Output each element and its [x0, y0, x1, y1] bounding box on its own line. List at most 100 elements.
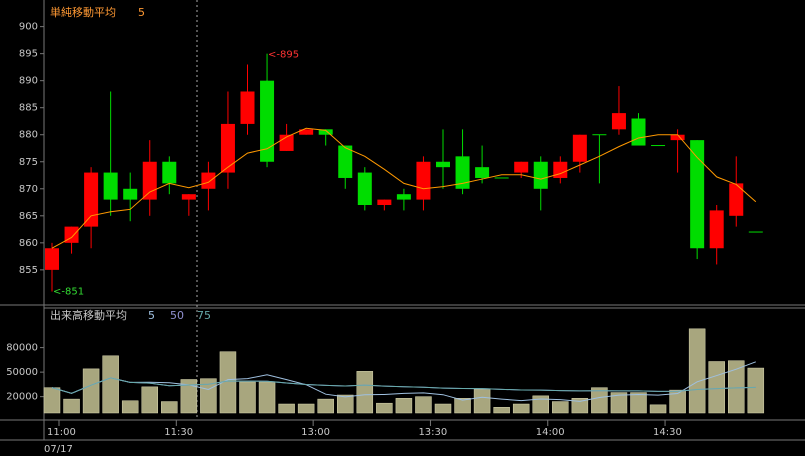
- y-tick-label: 890: [19, 76, 38, 87]
- volume-bar: [688, 328, 706, 414]
- volume-bar: [493, 407, 510, 414]
- y-tick-label: 80000: [6, 343, 38, 354]
- volume-bar: [239, 381, 256, 414]
- candle-body: [533, 161, 548, 189]
- candle-body: [103, 172, 118, 200]
- candle-body: [475, 167, 490, 178]
- candle-body: [123, 188, 138, 200]
- x-tick-label: 13:00: [301, 427, 330, 438]
- candle-body: [455, 156, 470, 189]
- volume-bar: [649, 404, 667, 414]
- volume-bar: [532, 395, 549, 414]
- moving-average-line: [51, 361, 756, 402]
- candle-body: [318, 129, 333, 135]
- moving-average-line: [51, 127, 757, 249]
- y-tick-label: 860: [19, 238, 38, 249]
- volume-ma-period: 50: [170, 309, 184, 322]
- volume-bar: [571, 398, 589, 414]
- x-tick-label: 13:30: [418, 427, 447, 438]
- y-tick-label: 885: [19, 103, 38, 114]
- candle-body: [514, 161, 529, 173]
- volume-bar: [610, 392, 628, 414]
- candle-body: [553, 161, 568, 178]
- x-tick-label: 11:30: [164, 427, 193, 438]
- candle-body: [64, 226, 79, 243]
- y-tick-label: 865: [19, 211, 38, 222]
- y-tick-label: 870: [19, 184, 38, 195]
- volume-bar: [43, 387, 61, 414]
- candle-body: [299, 129, 314, 135]
- y-tick-label: 880: [19, 130, 38, 141]
- price-title: 単純移動平均: [50, 5, 116, 19]
- y-tick-label: 50000: [6, 367, 38, 378]
- volume-bar: [454, 398, 471, 414]
- candle-body: [201, 172, 216, 189]
- volume-bar: [630, 392, 647, 414]
- y-tick-label: 900: [19, 22, 38, 33]
- candle-body: [260, 80, 275, 162]
- candle-body: [338, 145, 353, 178]
- volume-bar: [376, 402, 393, 414]
- volume-bar: [552, 401, 569, 414]
- y-tick-label: 855: [19, 265, 38, 276]
- volume-title: 出来高移動平均: [50, 308, 127, 322]
- candle-body: [240, 91, 255, 124]
- annotation: <-895: [268, 50, 299, 61]
- y-tick-label: 895: [19, 49, 38, 60]
- candle-body: [631, 118, 646, 146]
- candle-body: [142, 161, 157, 200]
- candle-body: [45, 248, 59, 270]
- volume-bar: [258, 381, 276, 414]
- date-label: 07/17: [44, 444, 73, 455]
- volume-bar: [728, 360, 745, 414]
- x-tick-label: 11:00: [47, 427, 76, 438]
- candle-body: [84, 172, 99, 227]
- volume-bar: [297, 403, 315, 414]
- volume-bar: [180, 379, 198, 414]
- candle-body: [181, 194, 196, 200]
- candle-body: [220, 123, 235, 173]
- candle-body: [357, 172, 372, 205]
- candle-body: [416, 161, 431, 200]
- candle-body: [611, 113, 626, 130]
- x-tick-label: 14:00: [536, 427, 565, 438]
- volume-bar: [121, 400, 139, 414]
- volume-bar: [395, 398, 413, 414]
- volume-bar: [512, 403, 530, 414]
- annotation: <-851: [53, 286, 84, 297]
- candle-body: [709, 210, 724, 249]
- volume-bar: [669, 389, 686, 414]
- volume-bar: [415, 396, 432, 414]
- volume-bar: [317, 398, 334, 414]
- volume-bar: [161, 401, 178, 414]
- volume-bar: [434, 403, 452, 414]
- volume-ma-period: 75: [197, 309, 211, 322]
- volume-bar: [708, 361, 725, 414]
- volume-bar: [141, 386, 158, 414]
- volume-bar: [591, 387, 608, 414]
- x-tick-label: 14:30: [653, 427, 682, 438]
- volume-bar: [278, 403, 295, 414]
- volume-bar: [747, 367, 765, 414]
- volume-ma-period: 5: [148, 309, 155, 322]
- candle-body: [729, 183, 744, 216]
- candle-body: [436, 161, 450, 168]
- moving-average-line: [51, 377, 756, 394]
- y-tick-label: 875: [19, 157, 38, 168]
- candle-body: [377, 199, 392, 205]
- volume-bar: [337, 394, 354, 414]
- candle-body: [690, 140, 705, 249]
- candle-body: [670, 134, 685, 141]
- candle-body: [162, 161, 177, 184]
- volume-bar: [473, 389, 491, 414]
- candle-body: [396, 194, 411, 200]
- y-tick-label: 20000: [6, 392, 38, 403]
- price-ma-period: 5: [138, 6, 145, 19]
- volume-bar: [63, 398, 80, 414]
- volume-bar: [82, 368, 100, 414]
- volume-bar: [102, 355, 119, 414]
- volume-bar: [356, 371, 374, 414]
- candle-body: [572, 134, 587, 162]
